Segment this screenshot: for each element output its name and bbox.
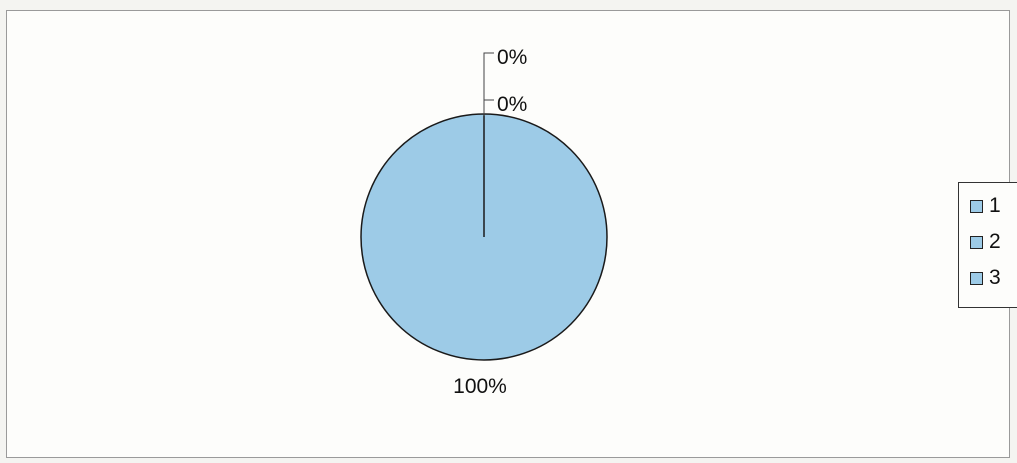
legend-label: 3 xyxy=(989,266,1001,289)
legend-label: 2 xyxy=(989,230,1001,253)
data-label-2: 0% xyxy=(497,93,527,116)
leader-line-2 xyxy=(483,99,494,116)
legend-entry-3: 3 xyxy=(970,260,1017,296)
data-labels: 0% 0% 100% xyxy=(453,46,527,398)
chart-legend: 1 2 3 xyxy=(958,182,1017,308)
data-label-1: 0% xyxy=(497,46,527,69)
leader-line-1 xyxy=(483,52,494,116)
leader-lines xyxy=(483,52,494,116)
legend-label: 1 xyxy=(989,194,1001,217)
legend-entry-1: 1 xyxy=(970,188,1017,224)
legend-swatch xyxy=(970,271,983,285)
pie-slices xyxy=(360,113,608,361)
legend-entry-2: 2 xyxy=(970,224,1017,260)
legend-swatch xyxy=(970,199,983,213)
data-label-3: 100% xyxy=(453,375,507,398)
legend-swatch xyxy=(970,235,983,249)
